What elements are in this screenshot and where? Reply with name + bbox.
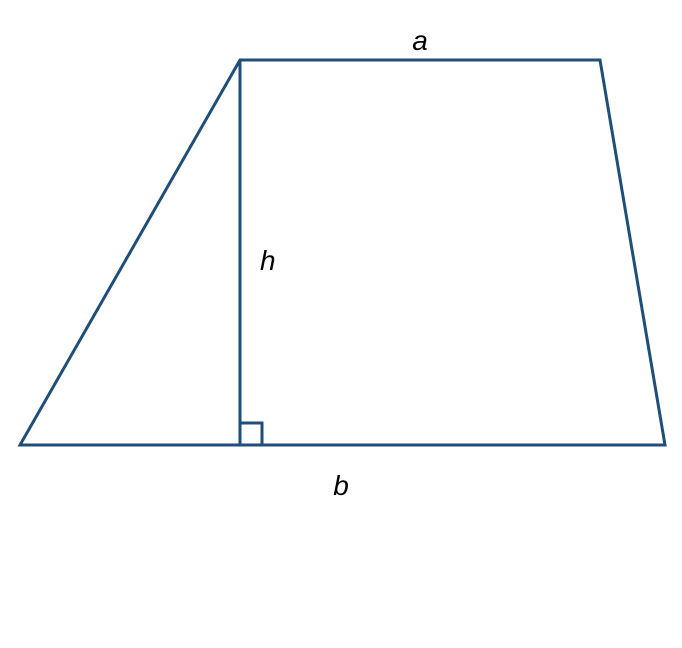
label-h: h — [260, 245, 276, 276]
right-angle-marker — [240, 423, 262, 445]
trapezoid-diagram: b a h — [0, 0, 682, 648]
label-a: a — [412, 25, 428, 56]
trapezoid-shape — [20, 60, 665, 445]
label-b: b — [333, 470, 349, 501]
